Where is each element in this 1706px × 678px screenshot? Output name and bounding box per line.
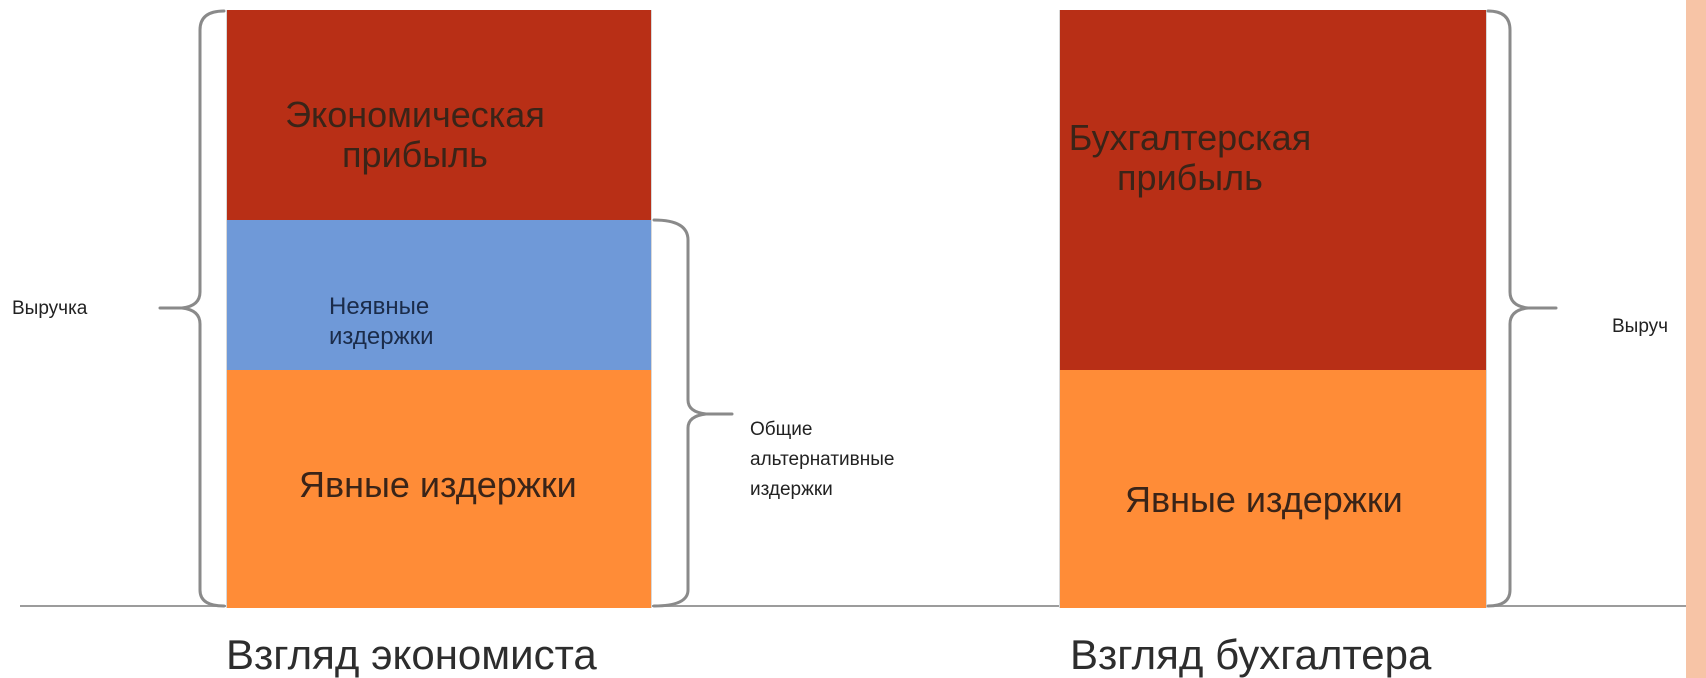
accountant-view-caption: Взгляд бухгалтера — [1070, 631, 1432, 678]
implicit-costs-segment: Неявные издержки — [227, 220, 651, 370]
explicit-costs-label-left: Явные издержки — [299, 464, 577, 505]
revenue-brace-right — [1486, 9, 1558, 608]
economic-profit-label: Экономическая прибыль — [285, 94, 545, 175]
revenue-label-right: Выруч — [1612, 316, 1669, 337]
economist-view-column: Экономическая прибыль Неявные издержки Я… — [226, 10, 652, 608]
explicit-costs-label-right: Явные издержки — [1125, 479, 1403, 520]
accounting-profit-label: Бухгалтерская прибыль — [1068, 117, 1312, 198]
economist-view-caption: Взгляд экономиста — [226, 631, 597, 678]
baseline — [20, 605, 1686, 607]
revenue-label-left: Выручка — [12, 298, 88, 319]
accountant-view-column: Бухгалтерская прибыль Явные издержки — [1059, 10, 1487, 608]
explicit-costs-segment-left: Явные издержки — [227, 370, 651, 608]
economic-profit-segment: Экономическая прибыль — [227, 10, 651, 220]
accounting-profit-segment: Бухгалтерская прибыль — [1060, 10, 1486, 370]
explicit-costs-segment-right: Явные издержки — [1060, 370, 1486, 608]
opportunity-costs-brace — [652, 218, 734, 608]
implicit-costs-label: Неявные издержки — [329, 293, 434, 350]
right-edge-stripe — [1686, 0, 1706, 678]
total-opportunity-costs-label: Общие альтернативные издержки — [750, 419, 895, 500]
revenue-brace-left — [158, 9, 226, 608]
